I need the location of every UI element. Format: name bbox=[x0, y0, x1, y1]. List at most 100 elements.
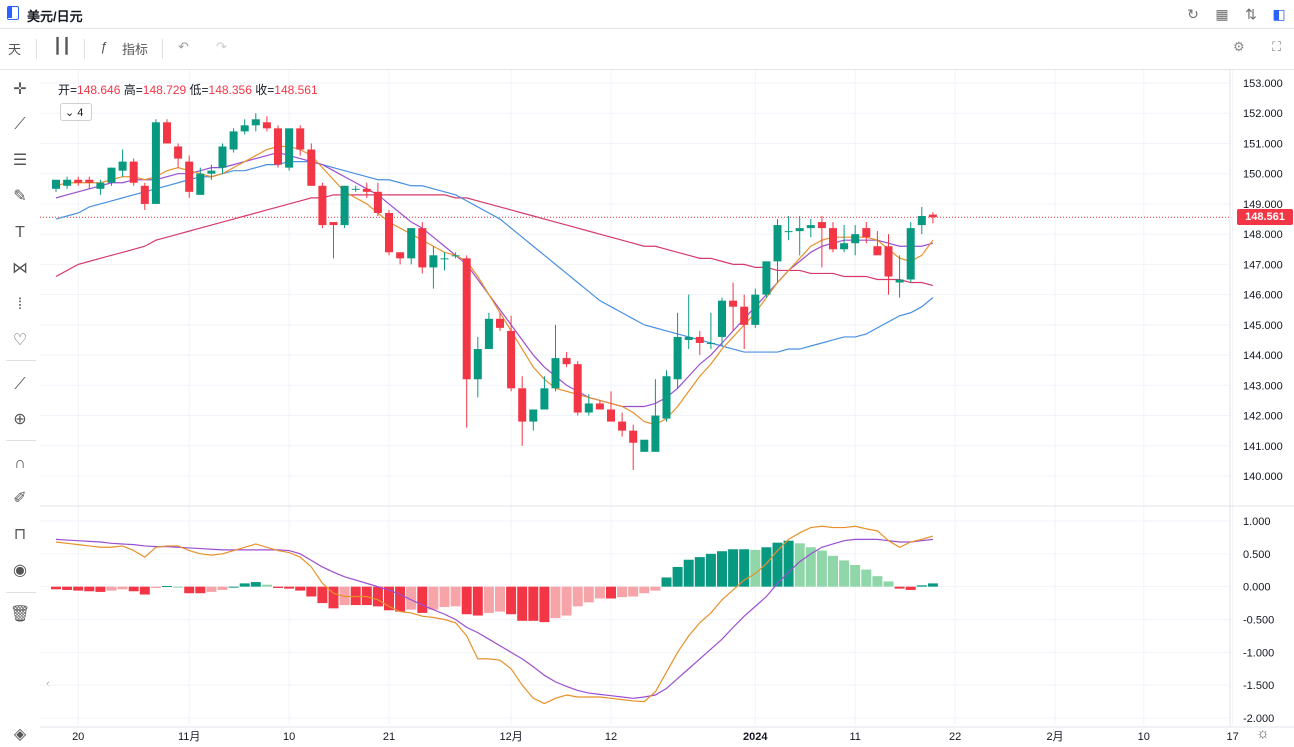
candle-type-icon[interactable]: ┃┃ bbox=[53, 38, 72, 55]
macd-histogram-bar bbox=[572, 586, 583, 607]
candle-body bbox=[174, 146, 183, 159]
macd-histogram-bar bbox=[195, 586, 206, 594]
lock-icon[interactable]: ⊓ bbox=[13, 526, 27, 543]
panel-icon[interactable]: ◧ bbox=[1272, 6, 1286, 22]
macd-histogram-bar bbox=[483, 586, 494, 613]
fullscreen-icon[interactable]: ⛶ bbox=[1272, 39, 1282, 54]
price-tick-label: 145.000 bbox=[1243, 320, 1283, 332]
macd-histogram-bar bbox=[728, 549, 739, 587]
candle-body bbox=[840, 243, 849, 250]
layout-icon[interactable]: ▦ bbox=[1215, 6, 1229, 22]
symbol-title[interactable]: 美元/日元 bbox=[27, 9, 83, 24]
time-tick-label: 12 bbox=[605, 731, 617, 743]
crosshair-icon[interactable]: ✛ bbox=[13, 81, 27, 98]
candle-body bbox=[340, 185, 349, 226]
interval-button[interactable]: 天 bbox=[8, 42, 22, 57]
lock-draw-icon[interactable]: ✐ bbox=[13, 490, 27, 507]
macd-histogram-bar bbox=[261, 584, 272, 587]
compare-icon[interactable]: ⇅ bbox=[1245, 6, 1257, 22]
candle-body bbox=[185, 161, 194, 192]
macd-histogram-bar bbox=[217, 586, 228, 590]
favorite-icon[interactable]: ♡ bbox=[12, 332, 28, 349]
tool-divider bbox=[6, 440, 36, 441]
open-value: 148.646 bbox=[77, 83, 121, 97]
indicator-toggle-button[interactable]: ⌄ 4 bbox=[60, 103, 92, 121]
price-tick-label: 149.000 bbox=[1243, 199, 1283, 211]
candle-body bbox=[63, 179, 72, 186]
ruler-icon[interactable]: ⟋ bbox=[14, 376, 26, 393]
macd-histogram-bar bbox=[628, 586, 639, 597]
macd-histogram-bar bbox=[428, 586, 439, 610]
macd-histogram-bar bbox=[561, 586, 572, 616]
candle-body bbox=[629, 430, 638, 443]
candle-body bbox=[651, 415, 660, 452]
symbol-logo-icon bbox=[7, 6, 19, 20]
forecast-icon[interactable]: ⁞ bbox=[17, 296, 23, 313]
macd-histogram-bar bbox=[306, 586, 317, 597]
macd-histogram-bar bbox=[850, 564, 861, 587]
macd-tick-label: 1.000 bbox=[1243, 516, 1271, 528]
horizontal-lines-icon[interactable]: ☰ bbox=[12, 152, 28, 169]
macd-histogram-bar bbox=[661, 577, 672, 587]
pattern-icon[interactable]: ⋈ bbox=[12, 260, 28, 277]
macd-histogram-bar bbox=[639, 586, 650, 594]
candle-body bbox=[595, 403, 604, 410]
brush-icon[interactable]: ✎ bbox=[13, 188, 27, 205]
macd-histogram-bar bbox=[328, 586, 339, 609]
time-tick-label: 22 bbox=[949, 731, 961, 743]
price-tick-label: 153.000 bbox=[1243, 78, 1283, 90]
time-tick-label: 11月 bbox=[178, 731, 200, 743]
candle-body bbox=[640, 439, 649, 452]
macd-histogram-bar bbox=[783, 540, 794, 587]
candle-body bbox=[551, 358, 560, 389]
candle-body bbox=[318, 185, 327, 226]
macd-histogram-bar bbox=[694, 557, 705, 587]
text-icon[interactable]: T bbox=[15, 224, 25, 241]
collapse-arrow-icon[interactable]: ‹ bbox=[46, 678, 50, 690]
macd-histogram-bar bbox=[417, 586, 428, 613]
macd-histogram-bar bbox=[583, 586, 594, 603]
macd-histogram-bar bbox=[273, 586, 283, 588]
indicators-icon[interactable]: ƒ bbox=[100, 39, 108, 54]
magnet-icon[interactable]: ∩ bbox=[14, 455, 26, 472]
high-label: 高= bbox=[123, 83, 143, 97]
trash-icon[interactable]: 🗑 bbox=[10, 606, 31, 623]
undo-icon[interactable]: ↶ bbox=[178, 39, 189, 54]
eye-icon[interactable]: ◉ bbox=[13, 562, 27, 579]
redo-icon[interactable]: ↷ bbox=[216, 39, 227, 54]
candle-body bbox=[207, 170, 216, 174]
zoom-in-icon[interactable]: ⊕ bbox=[13, 411, 27, 428]
candle-body bbox=[762, 261, 771, 295]
macd-histogram-bar bbox=[250, 582, 261, 587]
candle-body bbox=[196, 173, 205, 195]
indicators-button[interactable]: 指标 bbox=[122, 42, 149, 57]
macd-histogram-bar bbox=[51, 586, 61, 590]
macd-histogram-bar bbox=[450, 586, 461, 607]
candle-body bbox=[573, 364, 582, 413]
layers-icon[interactable]: ◈ bbox=[13, 726, 27, 743]
macd-histogram-bar bbox=[284, 586, 295, 589]
macd-histogram-bar bbox=[606, 586, 616, 599]
chart-toolbar: 天 ┃┃ ƒ 指标 ↶ ↷ ⚙ ⛶ bbox=[0, 29, 1294, 70]
candle-body bbox=[484, 318, 493, 350]
candle-body bbox=[296, 128, 305, 150]
candle-body bbox=[729, 300, 738, 307]
price-tick-label: 143.000 bbox=[1243, 380, 1283, 392]
chevron-down-icon: ⌄ bbox=[65, 107, 75, 119]
settings-icon[interactable]: ⚙ bbox=[1233, 39, 1245, 54]
macd-dea-line bbox=[55, 538, 933, 699]
ma-slow-red-line bbox=[55, 194, 934, 287]
candle-body bbox=[351, 188, 360, 190]
trend-line-icon[interactable]: ⟋ bbox=[14, 116, 26, 133]
low-label: 低= bbox=[189, 83, 209, 97]
ohlc-legend: 开=148.646 高=148.729 低=148.356 收=148.561 bbox=[58, 81, 318, 98]
refresh-icon[interactable]: ↻ bbox=[1187, 6, 1199, 22]
price-tick-label: 141.000 bbox=[1243, 441, 1283, 453]
candle-body bbox=[440, 258, 449, 260]
candle-body bbox=[218, 146, 227, 168]
time-settings-icon[interactable]: ☼ bbox=[1256, 725, 1270, 742]
candle-body bbox=[407, 228, 416, 259]
macd-histogram-bar bbox=[905, 586, 916, 590]
time-tick-label: 12月 bbox=[499, 731, 522, 743]
